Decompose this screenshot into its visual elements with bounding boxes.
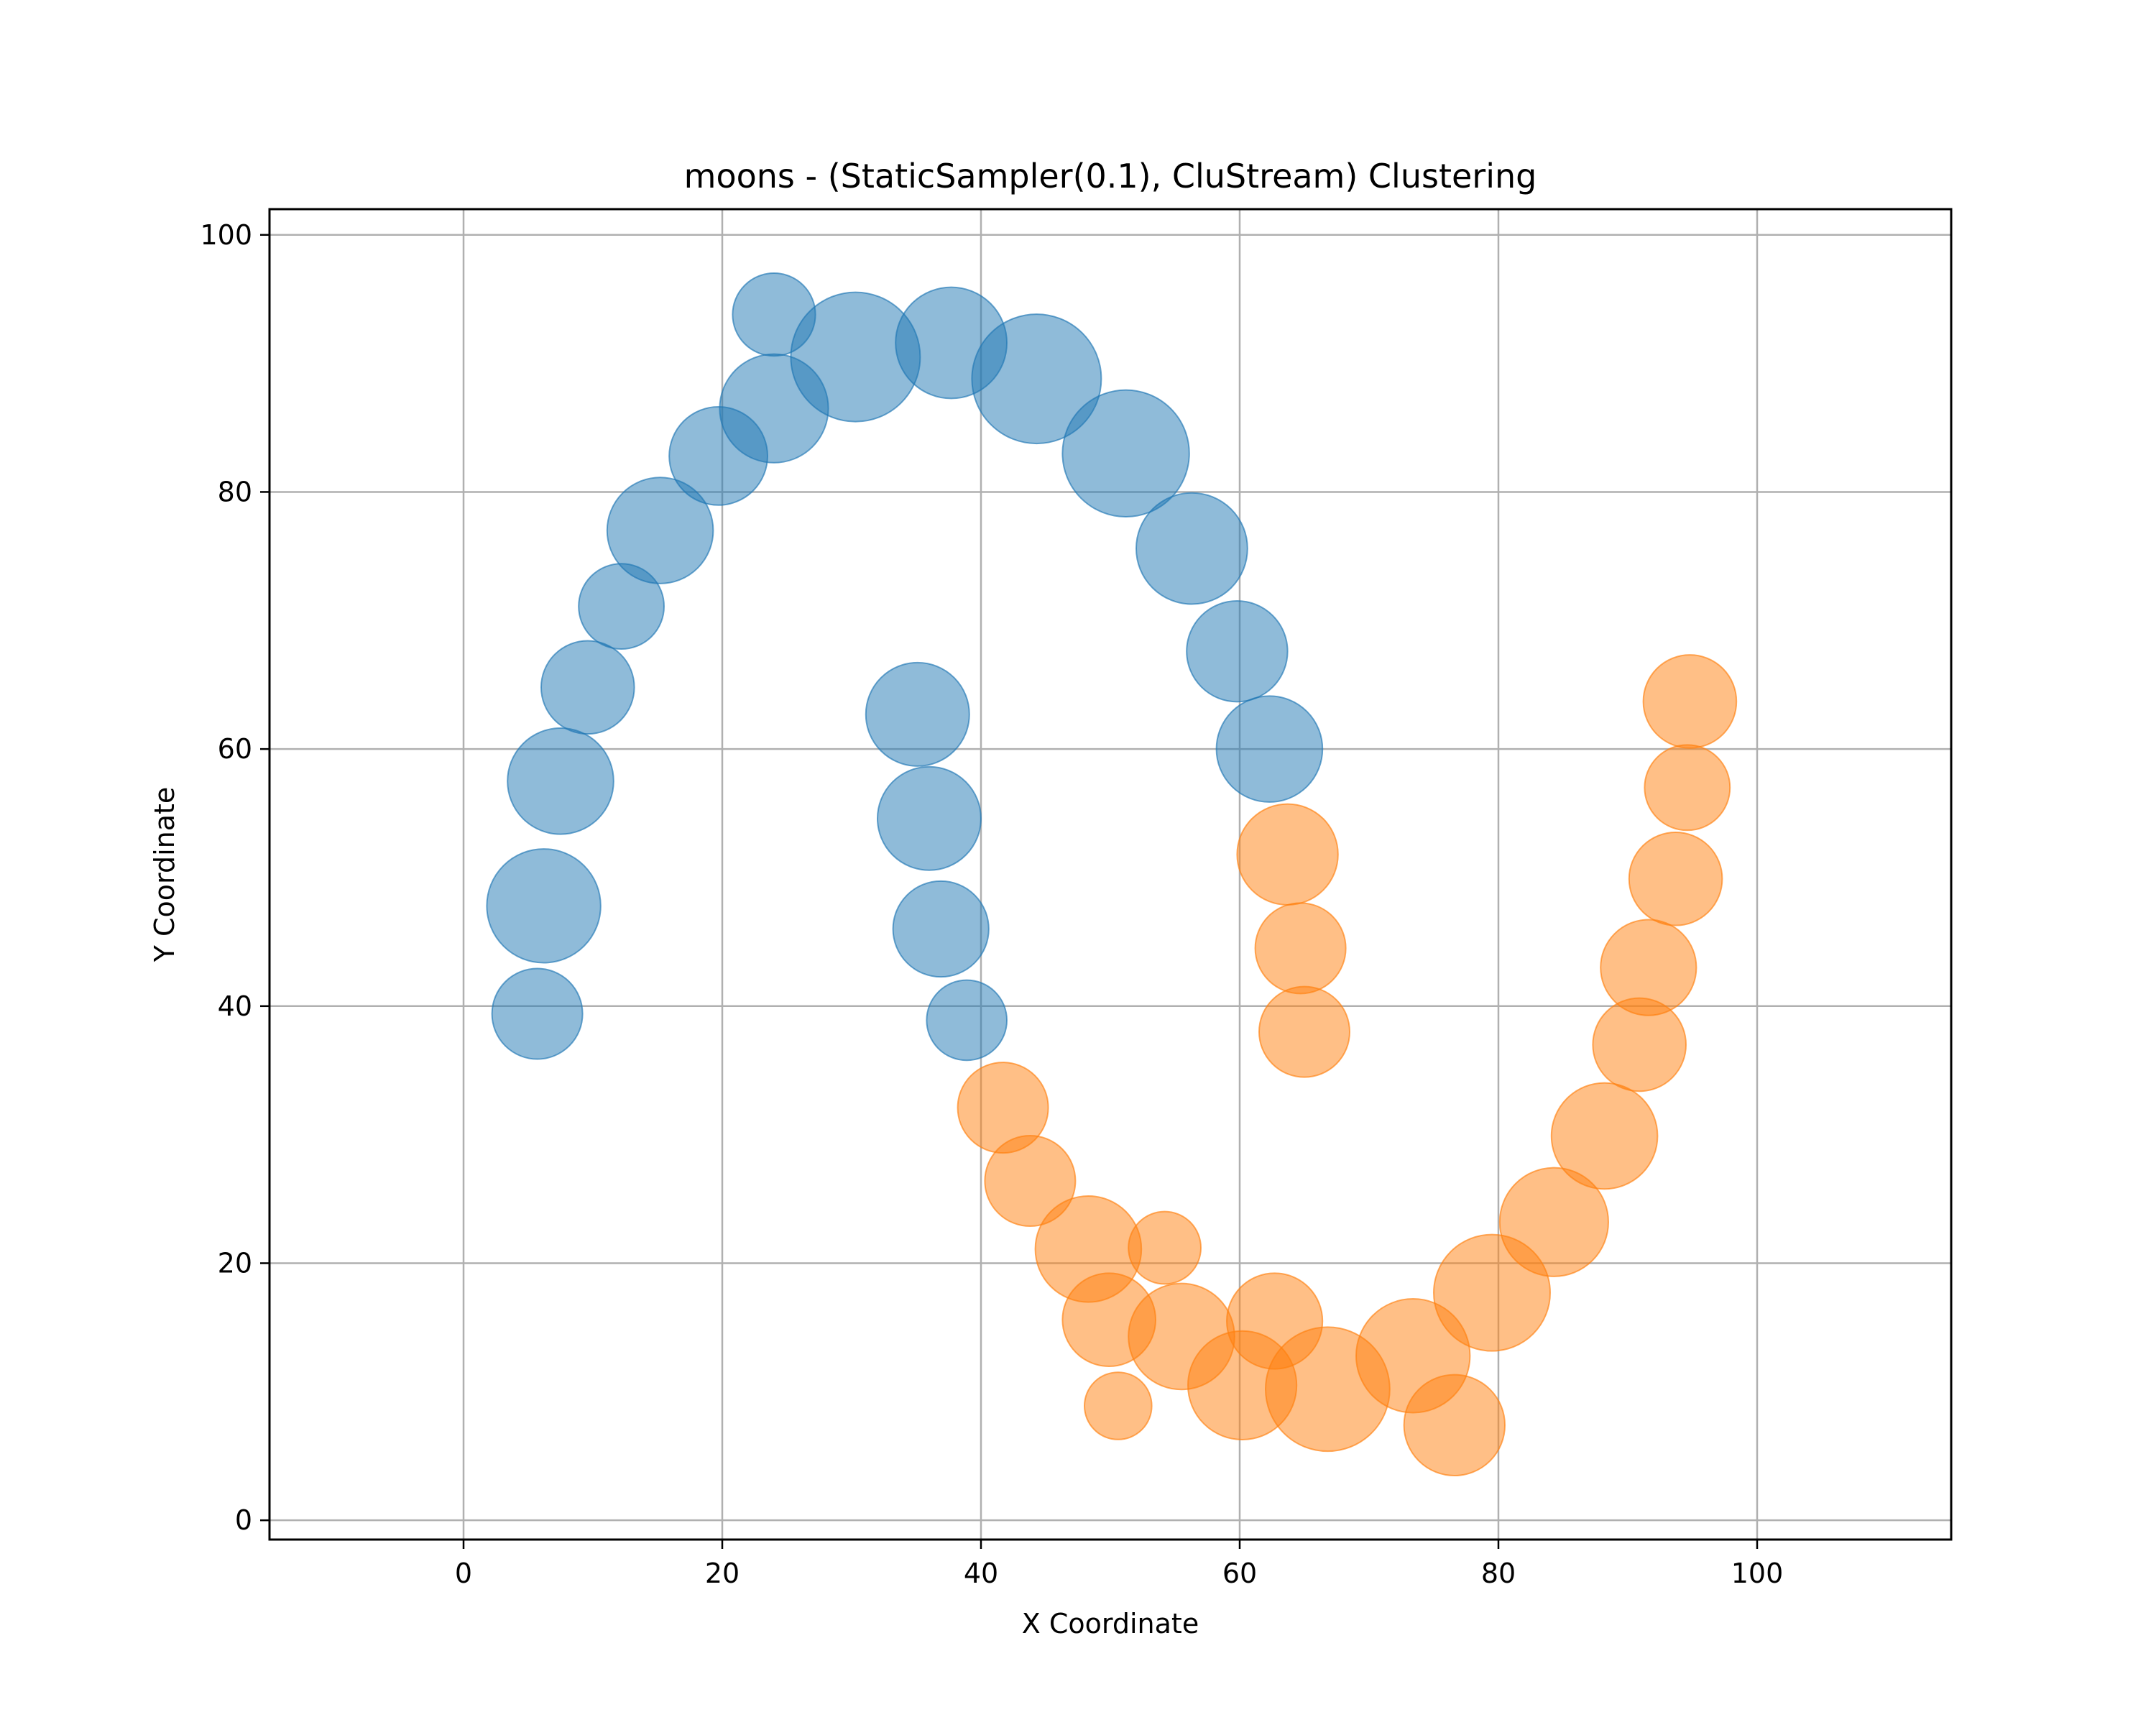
cluster-point bbox=[1215, 695, 1324, 803]
x-tick-label: 60 bbox=[1222, 1558, 1257, 1589]
cluster-point bbox=[865, 661, 970, 767]
y-tick-label: 60 bbox=[218, 733, 252, 765]
cluster-point bbox=[1084, 1371, 1153, 1440]
x-tick-label: 80 bbox=[1481, 1558, 1516, 1589]
y-tick-label: 80 bbox=[218, 476, 252, 507]
cluster-point bbox=[1061, 389, 1190, 518]
plot-frame bbox=[268, 208, 1953, 1541]
cluster-point bbox=[926, 979, 1008, 1062]
x-tick-label: 0 bbox=[455, 1558, 472, 1589]
y-tick-label: 40 bbox=[218, 990, 252, 1022]
series-1 bbox=[486, 272, 1324, 1062]
series-2 bbox=[957, 654, 1738, 1477]
y-tick-label: 20 bbox=[218, 1247, 252, 1279]
cluster-point bbox=[892, 880, 990, 978]
cluster-point bbox=[1186, 600, 1289, 703]
cluster-point bbox=[1258, 985, 1350, 1078]
cluster-point bbox=[1550, 1082, 1659, 1190]
x-tick-label: 40 bbox=[964, 1558, 998, 1589]
cluster-point bbox=[606, 477, 714, 584]
cluster-point bbox=[491, 967, 584, 1060]
axis-ticks: 0 20 40 60 80 100 0 20 40 60 80 100 bbox=[200, 219, 1783, 1589]
x-tick-label: 20 bbox=[705, 1558, 740, 1589]
cluster-point bbox=[1498, 1167, 1609, 1277]
cluster-point bbox=[1644, 744, 1731, 832]
cluster-point bbox=[1236, 803, 1339, 906]
cluster-point bbox=[507, 727, 614, 835]
cluster-point bbox=[486, 848, 602, 964]
y-axis-label: Y Coordinate bbox=[149, 787, 180, 963]
cluster-point bbox=[984, 1135, 1077, 1228]
cluster-point bbox=[877, 765, 982, 871]
chart-title: moons - (StaticSampler(0.1), CluStream) … bbox=[684, 157, 1537, 196]
cluster-point bbox=[1135, 492, 1248, 605]
cluster-point bbox=[1254, 902, 1347, 995]
cluster-point bbox=[1642, 654, 1738, 749]
cluster-point bbox=[1628, 831, 1723, 926]
x-axis-label: X Coordinate bbox=[1022, 1608, 1199, 1639]
y-tick-label: 0 bbox=[235, 1504, 252, 1536]
cluster-point bbox=[1128, 1210, 1202, 1285]
cluster-point bbox=[1403, 1374, 1506, 1477]
cluster-point bbox=[1600, 919, 1697, 1016]
cluster-point bbox=[971, 313, 1102, 445]
x-tick-label: 100 bbox=[1731, 1558, 1784, 1589]
y-tick-label: 100 bbox=[200, 219, 252, 251]
plot-area bbox=[486, 272, 1738, 1477]
cluster-point bbox=[540, 640, 635, 735]
